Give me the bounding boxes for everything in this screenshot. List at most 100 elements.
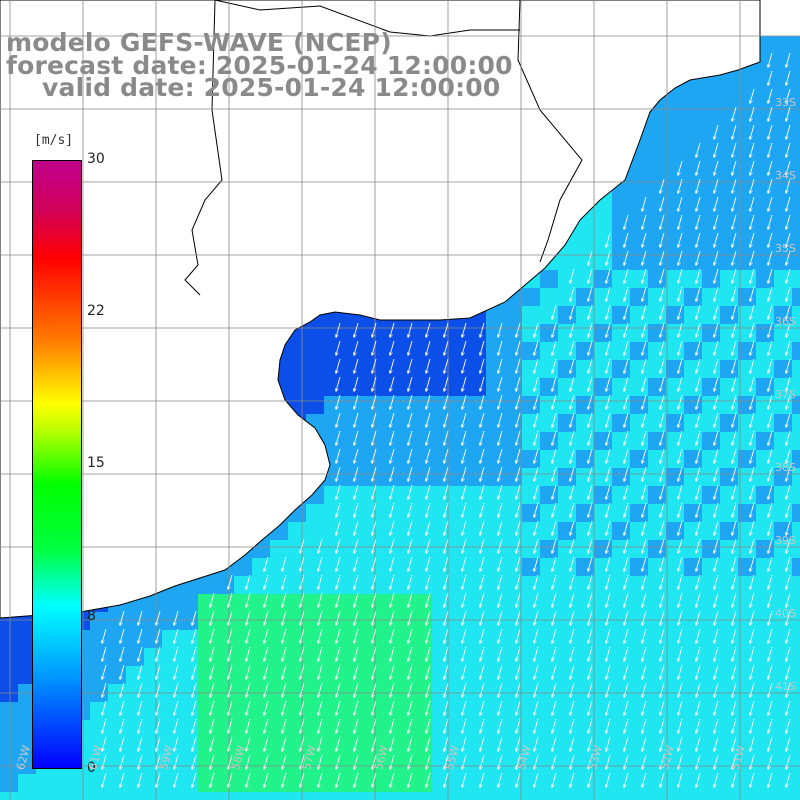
- wind-speed-cell: [252, 792, 270, 800]
- wind-speed-cell: [306, 378, 324, 396]
- wind-speed-cell: [540, 792, 558, 800]
- wind-speed-cell: [144, 594, 162, 612]
- wind-speed-cell: [792, 576, 800, 594]
- latitude-label: 35S: [775, 242, 796, 255]
- wind-speed-cell: [378, 792, 396, 800]
- latitude-label: 34S: [775, 169, 796, 182]
- wind-speed-cell: [18, 630, 36, 648]
- wind-speed-cell: [792, 594, 800, 612]
- wind-speed-cell: [792, 432, 800, 450]
- wind-speed-cell: [792, 126, 800, 144]
- wind-speed-cell: [18, 756, 36, 774]
- wind-speed-cell: [648, 126, 666, 144]
- wind-speed-cell: [558, 792, 576, 800]
- wind-speed-cell: [0, 630, 18, 648]
- wind-speed-cell: [792, 342, 800, 360]
- wind-speed-cell: [702, 792, 720, 800]
- wind-speed-cell: [468, 792, 486, 800]
- wind-speed-cell: [0, 738, 18, 756]
- wind-speed-cell: [36, 792, 54, 800]
- wind-speed-cell: [792, 504, 800, 522]
- wind-speed-cell: [306, 522, 324, 540]
- wind-speed-cell: [306, 396, 324, 414]
- latitude-label: 38S: [775, 461, 796, 474]
- wind-speed-cell: [792, 378, 800, 396]
- wind-speed-cell: [594, 216, 612, 234]
- wind-speed-cell: [792, 414, 800, 432]
- wind-speed-cell: [792, 270, 800, 288]
- wind-speed-cell: [54, 774, 72, 792]
- wind-speed-cell: [72, 792, 90, 800]
- colorbar-tick-8: 8: [87, 608, 96, 624]
- wind-speed-cell: [18, 648, 36, 666]
- wind-speed-cell: [702, 108, 720, 126]
- wind-speed-cell: [504, 306, 522, 324]
- wind-speed-cell: [216, 792, 234, 800]
- wind-speed-cell: [198, 792, 216, 800]
- wind-speed-cell: [792, 648, 800, 666]
- latitude-label: 36S: [775, 315, 796, 328]
- wind-speed-cell: [396, 792, 414, 800]
- wind-speed-cell: [792, 360, 800, 378]
- wind-speed-cell: [72, 774, 90, 792]
- wind-speed-cell: [540, 270, 558, 288]
- wind-speed-cell: [648, 792, 666, 800]
- wind-speed-cell: [666, 144, 684, 162]
- wind-speed-cell: [0, 756, 18, 774]
- wind-speed-cell: [306, 504, 324, 522]
- wind-speed-cell: [792, 486, 800, 504]
- wind-speed-cell: [108, 792, 126, 800]
- wind-speed-cell: [792, 288, 800, 306]
- wind-speed-cell: [0, 720, 18, 738]
- wind-speed-cell: [594, 792, 612, 800]
- wind-speed-cell: [126, 792, 144, 800]
- colorbar-tick-15: 15: [87, 455, 105, 471]
- latitude-label: 39S: [775, 534, 796, 547]
- wind-speed-cell: [0, 702, 18, 720]
- wind-speed-cell: [792, 612, 800, 630]
- wind-speed-cell: [702, 90, 720, 108]
- wind-speed-cell: [18, 702, 36, 720]
- wind-speed-cell: [666, 126, 684, 144]
- wind-speed-cell: [792, 738, 800, 756]
- wind-speed-cell: [792, 774, 800, 792]
- wind-speed-cell: [792, 144, 800, 162]
- wind-speed-cell: [342, 792, 360, 800]
- wind-speed-cell: [720, 90, 738, 108]
- wind-speed-cell: [306, 792, 324, 800]
- wind-speed-cell: [144, 792, 162, 800]
- wind-speed-cell: [792, 522, 800, 540]
- wind-speed-cell: [90, 612, 108, 630]
- wind-speed-cell: [684, 126, 702, 144]
- wind-speed-cell: [18, 666, 36, 684]
- wind-speed-cell: [648, 108, 666, 126]
- valid-date-label: valid date: 2025-01-24 12:00:00: [42, 73, 501, 102]
- wind-speed-cell: [720, 792, 738, 800]
- wind-speed-cell: [792, 306, 800, 324]
- wind-speed-cell: [792, 180, 800, 198]
- wind-speed-cell: [18, 738, 36, 756]
- wind-speed-cell: [90, 792, 108, 800]
- wind-speed-cell: [666, 792, 684, 800]
- wind-speed-cell: [162, 594, 180, 612]
- wind-speed-cell: [792, 198, 800, 216]
- wind-speed-cell: [720, 72, 738, 90]
- wind-speed-cell: [594, 198, 612, 216]
- wind-speed-cell: [198, 576, 216, 594]
- wind-speed-cell: [306, 360, 324, 378]
- wind-speed-cell: [792, 216, 800, 234]
- wind-speed-cell: [270, 792, 288, 800]
- wind-speed-cell: [558, 252, 576, 270]
- wind-speed-cell: [792, 54, 800, 72]
- wind-speed-cell: [234, 792, 252, 800]
- wind-speed-cell: [684, 90, 702, 108]
- wind-speed-cell: [630, 792, 648, 800]
- wind-speed-cell: [792, 324, 800, 342]
- wind-speed-cell: [792, 252, 800, 270]
- wind-speed-cell: [540, 288, 558, 306]
- wind-speed-cell: [792, 234, 800, 252]
- wind-speed-cell: [18, 774, 36, 792]
- colorbar-unit: [m/s]: [34, 133, 74, 148]
- wind-speed-cell: [0, 648, 18, 666]
